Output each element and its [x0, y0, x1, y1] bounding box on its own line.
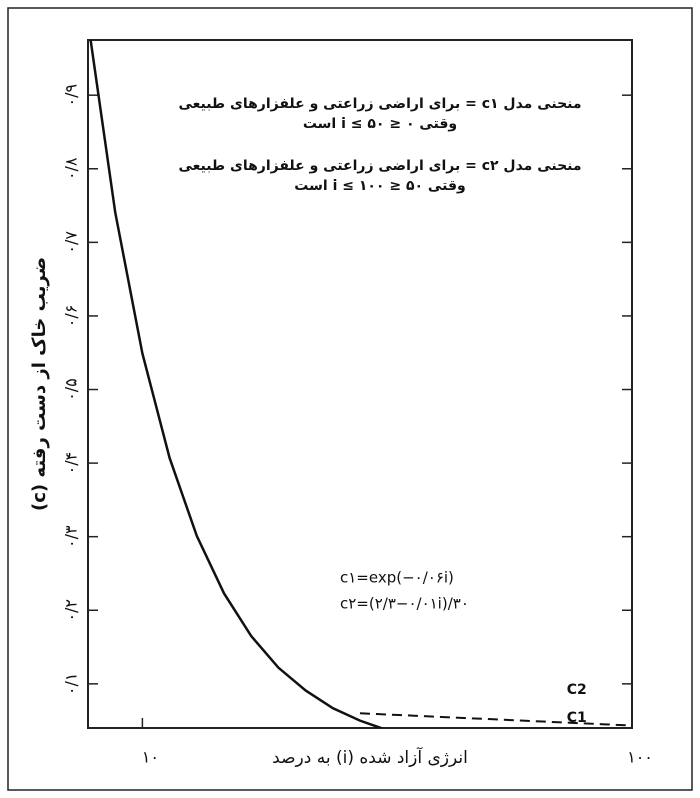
y-tick-label: ۰/۹	[62, 84, 81, 107]
y-tick-label: ۰/۶	[62, 305, 81, 328]
annotation: منحنی مدل c۲ = برای اراضی زراعتی و علفزا…	[178, 158, 581, 174]
y-tick-label: ۰/۳	[62, 525, 81, 548]
x-tick-label: ۱۰	[142, 748, 159, 767]
annotation: منحنی مدل c۱ = برای اراضی زراعتی و علفزا…	[178, 96, 581, 112]
chart: منحنی مدل c۱ = برای اراضی زراعتی و علفزا…	[0, 0, 700, 798]
series-line	[360, 713, 632, 725]
x-tick-label: ۱۰۰	[627, 748, 653, 767]
y-axis-label: ضریب خاک از دست رفته (c)	[29, 257, 50, 511]
y-tick-label: ۰/۷	[62, 231, 81, 254]
y-tick-label: ۰/۵	[62, 378, 81, 401]
y-tick-label: ۰/۲	[62, 599, 81, 622]
x-axis-label: انرژی آزاد شده (i) به درصد	[272, 746, 468, 768]
annotation: وقتی ۵۰ ≤ i ≤ ۱۰۰ است	[294, 178, 465, 194]
annotation: وقتی ۰ ≤ i ≤ ۵۰ است	[303, 116, 457, 132]
series-label: C2	[567, 682, 587, 698]
y-tick-label: ۰/۸	[62, 157, 81, 180]
y-tick-label: ۰/۴	[62, 452, 81, 475]
y-tick-label: ۰/۱	[62, 673, 81, 696]
formula: c۲=(۲/۳−۰/۰۱i)/۳۰	[340, 595, 469, 613]
plot-border	[88, 40, 632, 728]
formula: c۱=exp(−۰/۰۶i)	[340, 569, 454, 587]
